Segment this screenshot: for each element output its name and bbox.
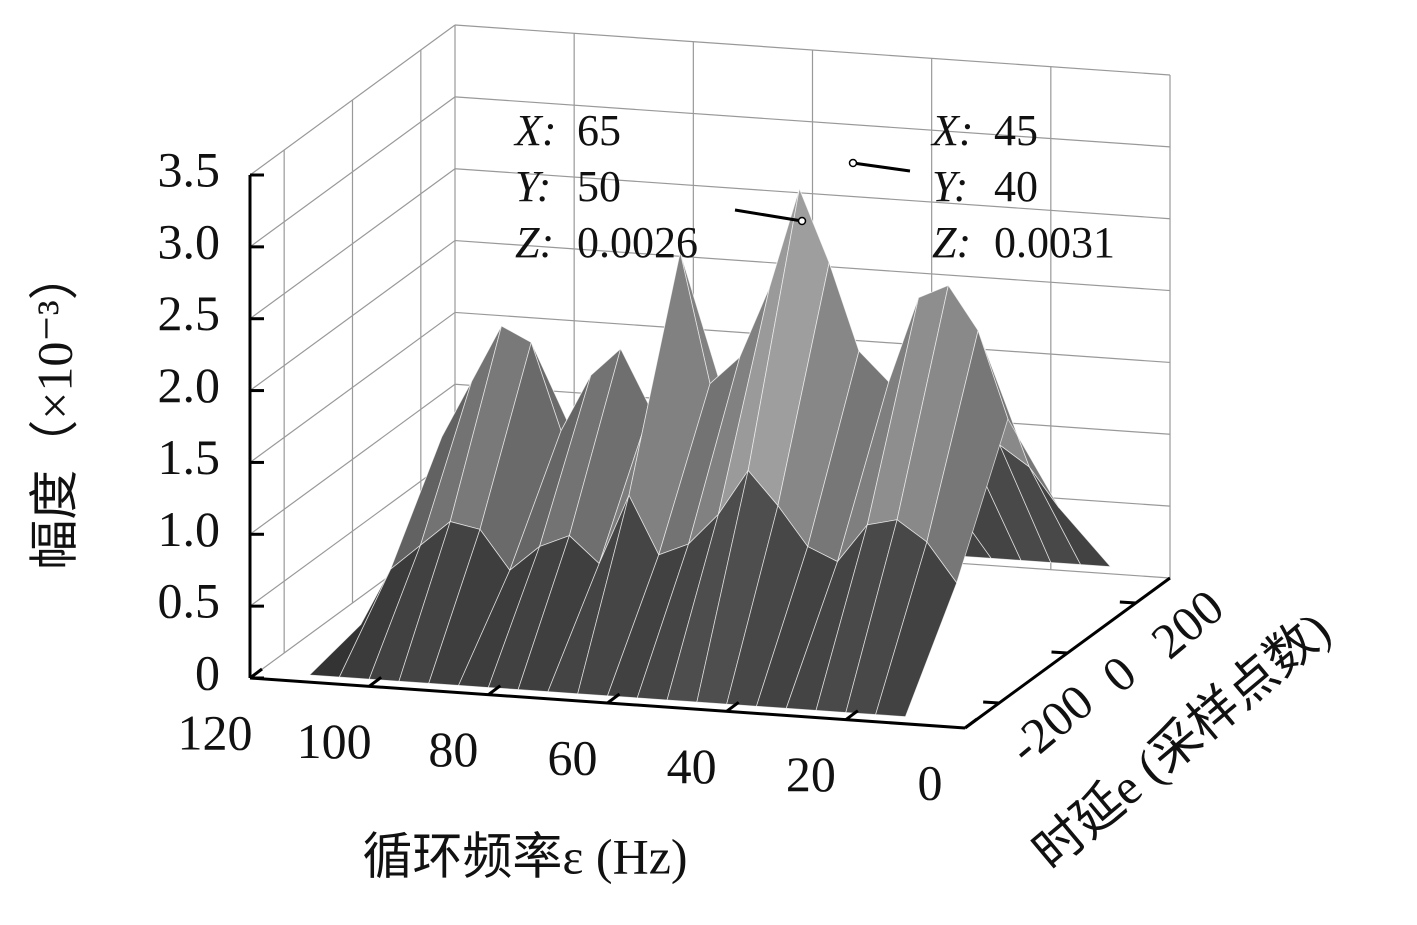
x-axis-label: 循环频率ε (Hz) [362, 828, 687, 884]
tick-mark [1051, 650, 1068, 655]
y-tick-label: -200 [998, 673, 1104, 775]
datatip-label: X: [513, 106, 557, 155]
tick-mark [844, 709, 859, 721]
tick-mark [964, 717, 978, 730]
tick-mark [606, 692, 621, 705]
datatip-marker [848, 158, 858, 168]
datatip-value: 45 [994, 106, 1038, 155]
z-tick-label: 3.0 [158, 213, 221, 269]
x-tick-label: 100 [297, 713, 372, 769]
surface-patch [875, 541, 958, 718]
tick-mark [983, 700, 1000, 705]
datatip-value: 65 [577, 106, 621, 155]
x-tick-label: 120 [178, 704, 253, 760]
z-tick-label: 3.5 [158, 141, 221, 197]
y-tick-label: 0 [1091, 644, 1146, 703]
datatip-pointer [852, 161, 911, 173]
z-tick-label: 0 [195, 644, 220, 700]
datatip-pointer [734, 208, 803, 223]
x-tick-label: 20 [786, 746, 836, 802]
datatip-label: X: [930, 106, 974, 155]
x-tick-label: 80 [428, 721, 478, 777]
tick-mark [1119, 600, 1136, 605]
z-tick-label: 0.5 [158, 573, 221, 629]
datatip-label: Z: [515, 218, 554, 267]
z-tick-label: 2.0 [158, 357, 221, 413]
datatip-value: 0.0026 [577, 218, 698, 267]
datatip-label: Z: [932, 218, 971, 267]
tick-mark [725, 701, 740, 713]
datatip-value: 50 [577, 162, 621, 211]
datatip-marker [797, 216, 807, 226]
tick-mark [368, 676, 383, 688]
x-tick-label: 60 [548, 729, 598, 785]
datatip-label: Y: [932, 162, 968, 211]
datatip-value: 40 [994, 162, 1038, 211]
tick-mark [249, 667, 263, 680]
z-axis-label: 幅度（×10⁻³） [26, 250, 82, 570]
x-tick-label: 40 [667, 738, 717, 794]
y-tick-label: 200 [1141, 578, 1234, 669]
tick-mark [487, 684, 502, 696]
walls [249, 24, 1171, 679]
z-tick-label: 1.5 [158, 429, 221, 485]
datatip-value: 0.0031 [994, 218, 1115, 267]
surface [308, 187, 1112, 718]
x-tick-label: 0 [918, 754, 943, 810]
z-tick-label: 2.5 [158, 285, 221, 341]
z-tick-label: 1.0 [158, 501, 221, 557]
datatip-label: Y: [515, 162, 551, 211]
